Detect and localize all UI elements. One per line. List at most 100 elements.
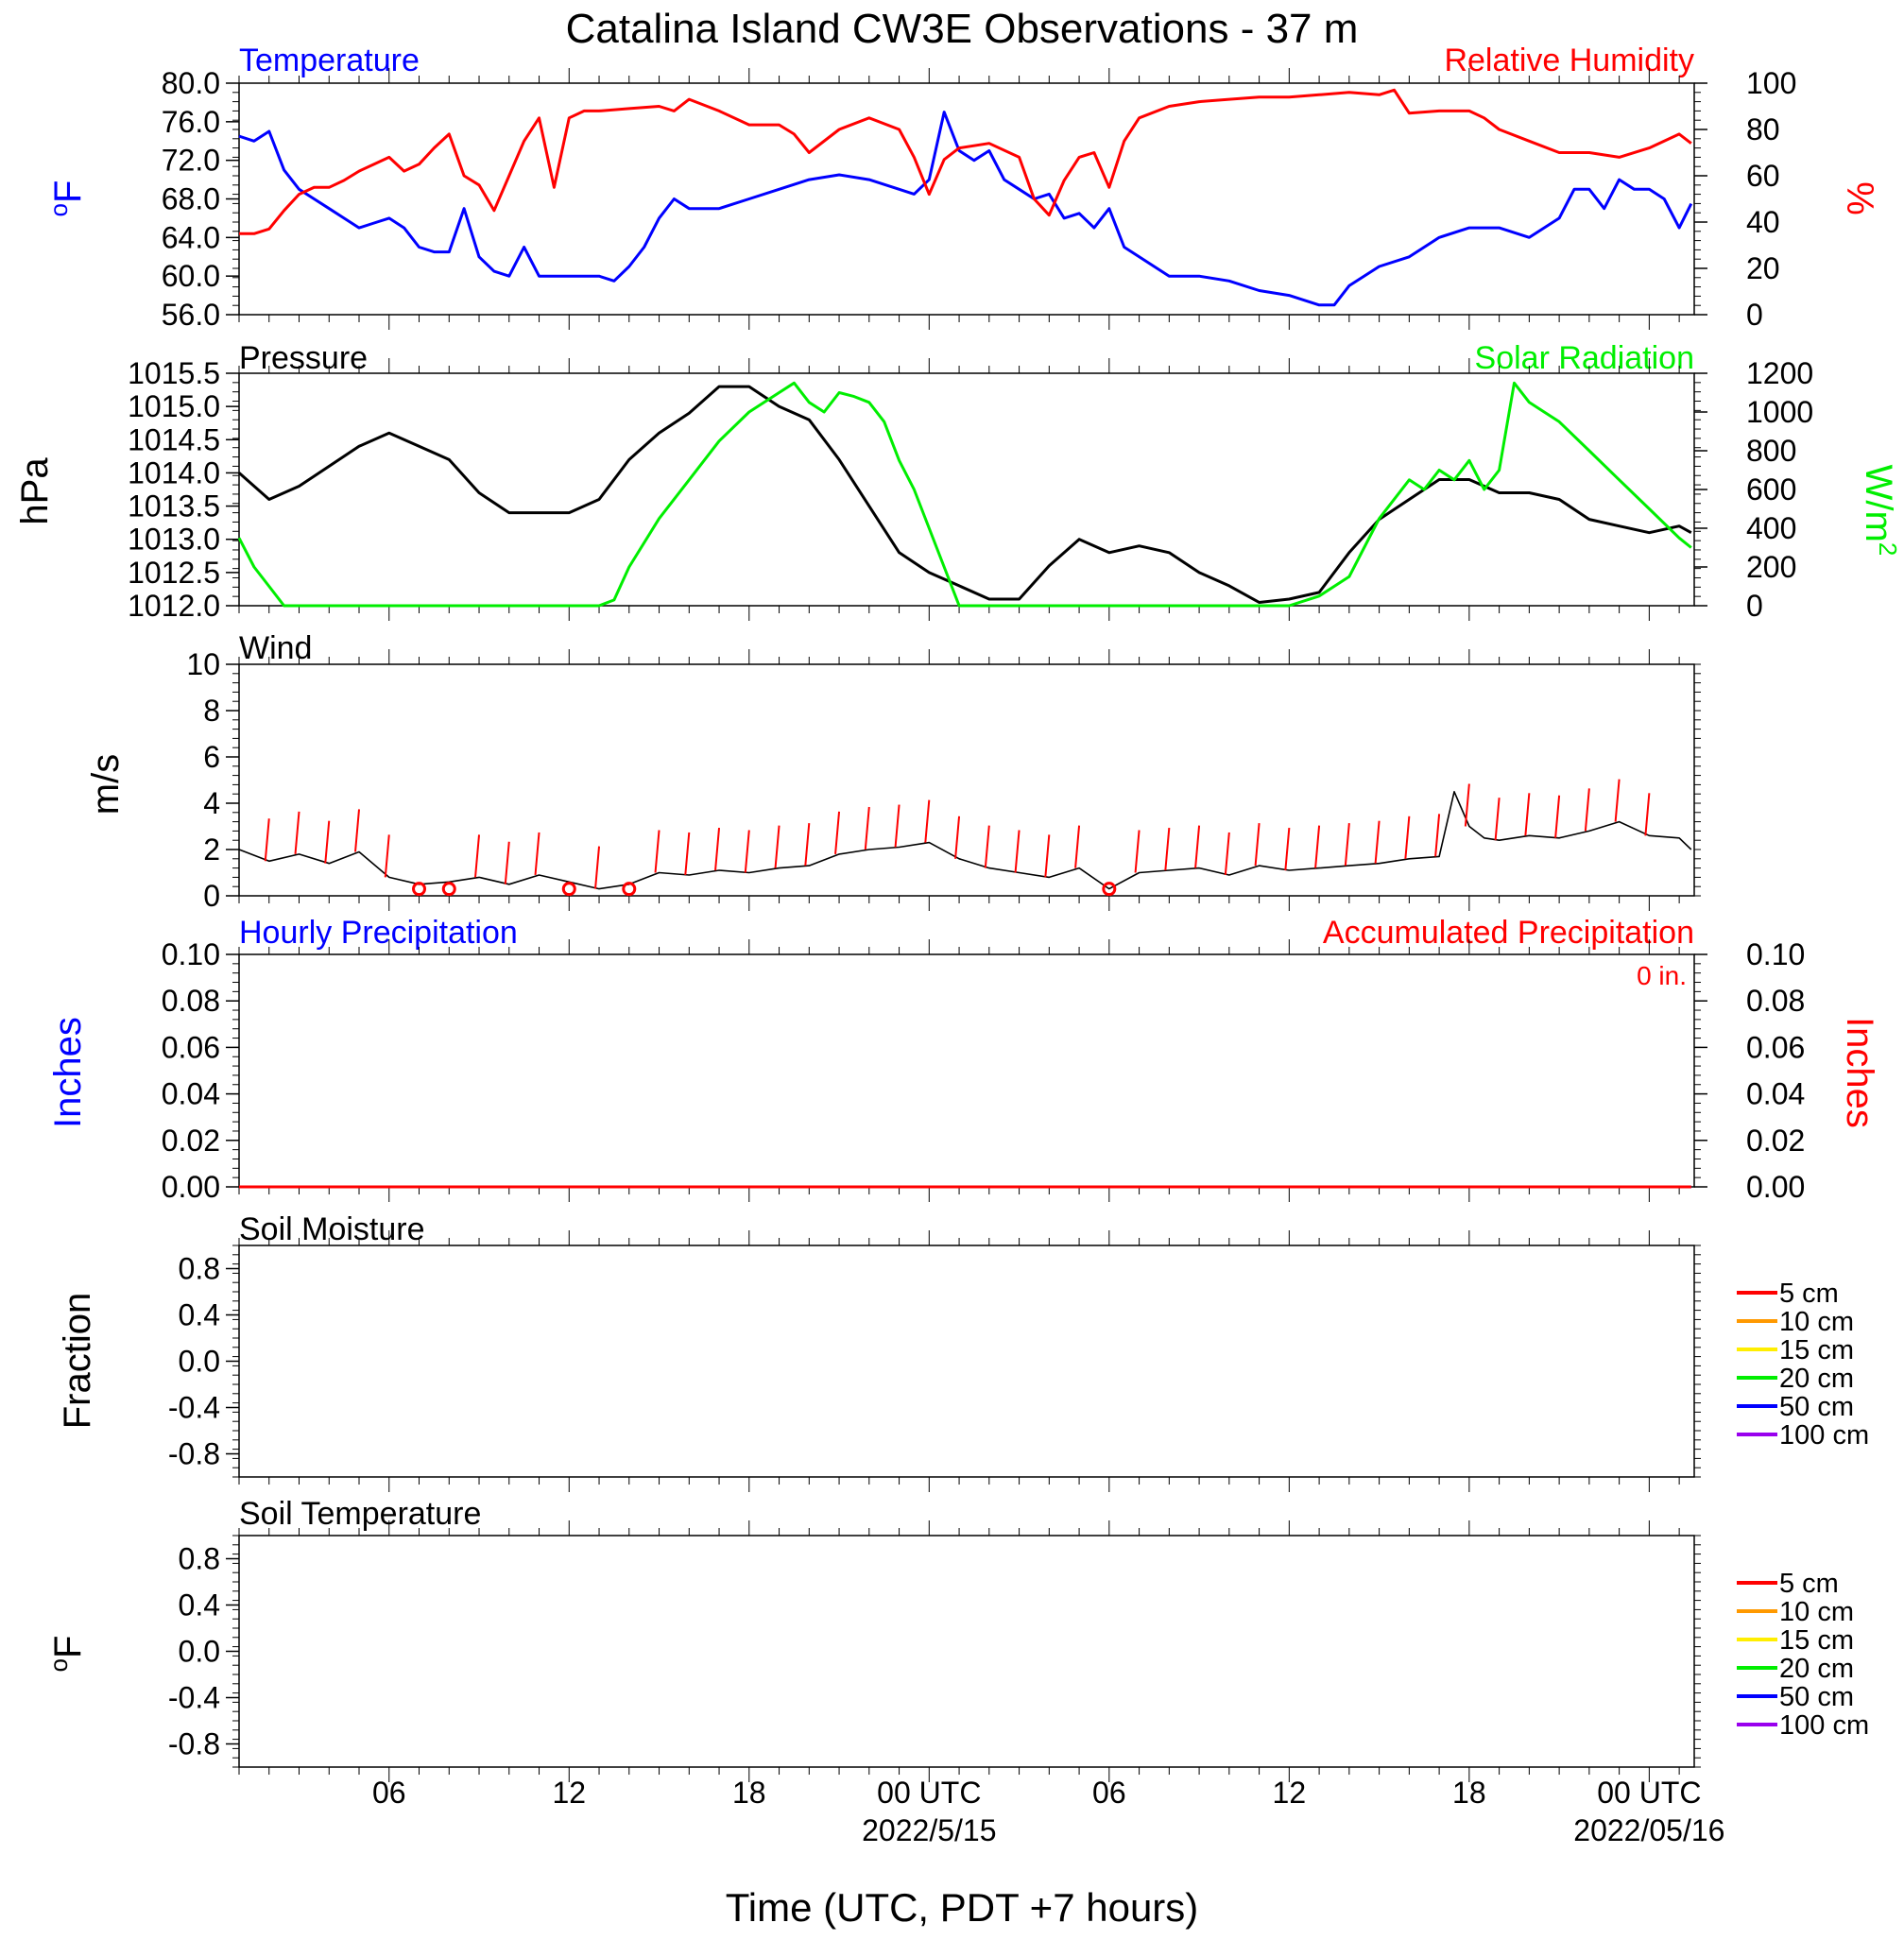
wind-barb <box>294 811 300 854</box>
wind-barb <box>534 832 540 876</box>
temperature-title: Temperature <box>239 43 420 78</box>
plot-frame <box>238 953 1695 1188</box>
wind-ylabel: m/s <box>85 754 127 815</box>
y-tick-label: 1012.0 <box>128 589 220 623</box>
wind-title: Wind <box>239 630 312 666</box>
wind-barb <box>1224 832 1230 876</box>
calm-wind-marker <box>561 882 576 897</box>
y-tick-label: 4 <box>203 786 220 820</box>
y-tick-label: 68.0 <box>162 182 220 216</box>
legend-label: 50 cm <box>1779 1682 1854 1712</box>
y-tick-label: 1014.5 <box>128 422 220 456</box>
wind-barb <box>1374 820 1381 864</box>
chart-title: Catalina Island CW3E Observations - 37 m <box>566 6 1359 52</box>
y-right-tick-label: 0.10 <box>1746 937 1805 971</box>
y-right-tick-label: 80 <box>1746 112 1780 146</box>
wind-barb <box>714 827 721 871</box>
wind-barb <box>684 832 691 876</box>
soil-moisture-ylabel: Fraction <box>57 1293 98 1430</box>
wind-barb <box>1014 830 1021 873</box>
y-right-tick-label: 200 <box>1746 550 1796 584</box>
y-tick-label: 0.00 <box>162 1170 220 1204</box>
y-tick-label: 0.08 <box>162 984 220 1018</box>
wind-barb <box>924 799 931 843</box>
x-tick-label: 06 <box>1092 1776 1126 1810</box>
y-right-tick-label: 0 <box>1746 298 1763 332</box>
series-temperature <box>238 111 1693 307</box>
y-tick-label: -0.4 <box>168 1681 220 1715</box>
wind-barb <box>984 825 990 868</box>
series-pressure <box>238 385 1692 604</box>
y-tick-label: 72.0 <box>162 144 220 178</box>
calm-wind-marker <box>622 882 637 897</box>
x-tick-label: 18 <box>732 1776 766 1810</box>
panel-precip: 0.00 0.02 0.04 0.06 0.08 0.10 0.00 0.02 0.04 0.06… <box>162 937 1806 1204</box>
wind-barb <box>1164 827 1171 871</box>
legend-label: 5 cm <box>1779 1279 1839 1309</box>
wind-barb <box>354 809 361 852</box>
wind-barb <box>654 830 660 873</box>
y-tick-label: 8 <box>203 694 220 728</box>
y-tick-label: 1012.5 <box>128 556 220 590</box>
y-tick-label: 76.0 <box>162 105 220 139</box>
y-tick-label: 10 <box>186 647 220 681</box>
x-tick-label: 06 <box>372 1776 406 1810</box>
legend-label: 5 cm <box>1779 1569 1839 1599</box>
x-tick-sublabel: 2022/05/16 <box>1573 1813 1724 1847</box>
legend-label: 10 cm <box>1779 1597 1854 1627</box>
wind-barb <box>1494 798 1501 841</box>
hourly-precip-title: Hourly Precipitation <box>239 915 518 951</box>
y-tick-label: -0.8 <box>168 1437 220 1471</box>
x-tick-label: 00 UTC <box>877 1776 981 1810</box>
y-right-tick-label: 800 <box>1746 434 1796 468</box>
y-tick-label: 0.4 <box>179 1298 220 1332</box>
wind-barb <box>1254 823 1261 867</box>
y-right-tick-label: 400 <box>1746 511 1796 545</box>
wind-barb <box>504 841 510 884</box>
panel-wind: 0 2 4 6 8 10 <box>186 647 1701 913</box>
y-right-tick-label: 60 <box>1746 159 1780 193</box>
accum-precip-value: 0 in. <box>1637 961 1687 990</box>
accum-precip-ylabel: Inches <box>1839 1017 1880 1128</box>
wind-barb <box>1584 788 1590 832</box>
wind-barb <box>864 806 870 850</box>
y-tick-label: 6 <box>203 740 220 774</box>
x-tick-label: 12 <box>552 1776 586 1810</box>
plot-frame <box>238 372 1695 607</box>
wind-barb <box>1614 779 1621 822</box>
wind-barb <box>954 815 961 859</box>
solar-radiation-title: Solar Radiation <box>1475 340 1694 376</box>
wind-barb <box>1284 827 1291 871</box>
plot-frame <box>238 663 1695 897</box>
relative-humidity-title: Relative Humidity <box>1444 43 1694 78</box>
wind-barb <box>1044 834 1051 878</box>
wind-barb <box>324 820 331 864</box>
temperature-ylabel: oF <box>44 180 89 217</box>
calm-wind-marker <box>412 882 427 897</box>
legend-label: 20 cm <box>1779 1364 1854 1394</box>
pressure-title: Pressure <box>239 340 368 376</box>
x-axis-label: Time (UTC, PDT +7 hours) <box>726 1885 1199 1930</box>
y-tick-label: 0.0 <box>179 1345 220 1379</box>
wind-barb <box>264 818 270 862</box>
y-tick-label: 0.02 <box>162 1124 220 1158</box>
panel-pressure-solar: 1012.01012.51013.01013.51014.01014.51015… <box>128 356 1813 623</box>
wind-barb <box>474 834 481 878</box>
panel-temp-rh: 56.0 60.0 64.0 68.0 72.0 76.0 80.0 0 20 40 60 80 100 <box>162 66 1797 332</box>
wind-barb <box>1404 815 1411 859</box>
soil-temp-ylabel: oF <box>44 1636 89 1673</box>
wind-barb <box>1434 814 1441 857</box>
wind-barb <box>594 846 601 889</box>
calm-wind-marker <box>1102 882 1117 897</box>
y-tick-label: 1015.5 <box>128 356 220 390</box>
solar-radiation-ylabel: W/m2 <box>1858 465 1902 557</box>
series-wind <box>238 790 1692 890</box>
y-tick-label: 1015.0 <box>128 389 220 423</box>
soil-moisture-title: Soil Moisture <box>239 1211 425 1247</box>
plot-frame <box>238 1245 1695 1478</box>
y-right-tick-label: 1200 <box>1746 356 1813 390</box>
